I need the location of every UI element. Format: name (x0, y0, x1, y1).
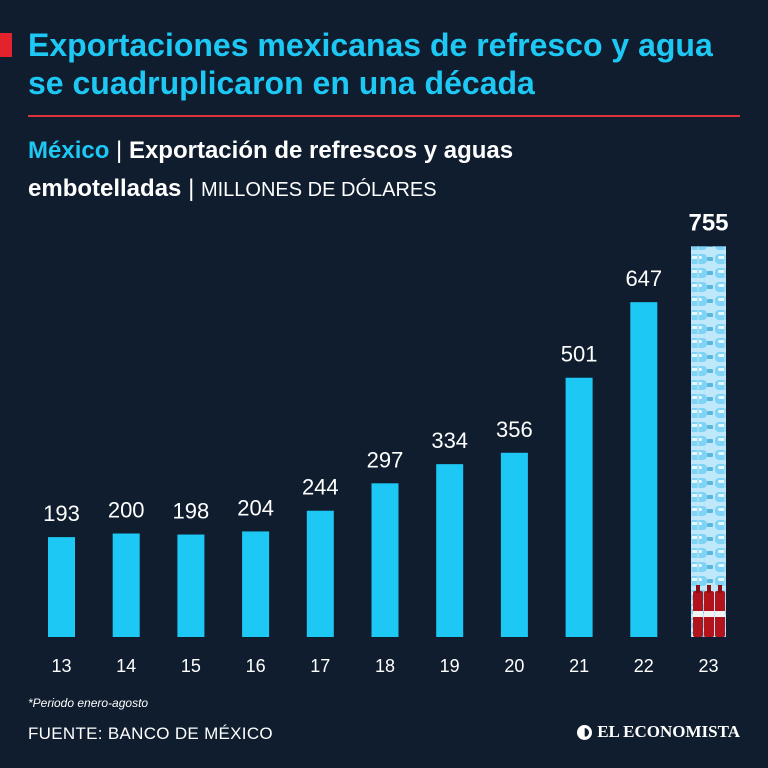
value-label-20: 356 (496, 417, 533, 442)
footnote: *Periodo enero-agosto (28, 696, 149, 710)
subtitle-measure-line2: embotelladas (28, 175, 182, 202)
bar-15 (177, 534, 205, 637)
bar-17 (306, 510, 334, 637)
bars-layer (48, 246, 726, 637)
value-label-21: 501 (561, 342, 598, 367)
value-label-16: 204 (237, 495, 274, 520)
bar-19 (436, 464, 464, 637)
bar-20 (500, 452, 528, 637)
subtitle-units: MILLONES DE DÓLARES (200, 179, 437, 201)
category-label-15: 15 (181, 656, 201, 676)
soda-bottle-label (704, 611, 714, 617)
category-label-20: 20 (504, 656, 524, 676)
category-label-13: 13 (51, 656, 71, 676)
value-label-14: 200 (108, 498, 145, 523)
soda-bottle-neck (718, 585, 722, 593)
subtitle-measure-line1: Exportación de refrescos y aguas (128, 137, 514, 164)
title-divider (28, 115, 740, 117)
value-label-23: 755 (688, 209, 728, 236)
category-label-23: 23 (698, 656, 718, 676)
subtitle-country: México (28, 137, 110, 164)
category-label-17: 17 (310, 656, 330, 676)
value-label-18: 297 (367, 447, 404, 472)
brand-name: EL ECONOMISTA (597, 722, 740, 741)
bar-13 (48, 537, 75, 637)
value-label-19: 334 (431, 428, 468, 453)
value-label-22: 647 (625, 266, 662, 291)
bar-23 (691, 246, 726, 637)
brand-icon (577, 724, 593, 740)
category-label-19: 19 (440, 656, 460, 676)
category-label-18: 18 (375, 656, 395, 676)
bar-21 (565, 377, 593, 637)
source-note: FUENTE: BANCO DE MÉXICO (28, 724, 273, 743)
bar-14 (112, 533, 140, 637)
brand-logo: EL ECONOMISTA (577, 722, 740, 742)
soda-bottle-neck (696, 585, 700, 593)
soda-bottle-label (693, 611, 703, 617)
labels-layer: 193 13 200 14 198 15 204 16 244 17 297 18 334 19 356 20… (43, 209, 728, 676)
value-label-13: 193 (43, 501, 80, 526)
accent-bar (0, 33, 12, 57)
bar-22 (630, 302, 658, 637)
subtitle-separator: | (116, 137, 123, 164)
category-label-22: 22 (634, 656, 654, 676)
subtitle-separator-2: | (188, 175, 195, 202)
soda-bottle-label (715, 611, 725, 617)
category-label-16: 16 (246, 656, 266, 676)
value-label-17: 244 (302, 475, 339, 500)
category-label-14: 14 (116, 656, 136, 676)
category-label-21: 21 (569, 656, 589, 676)
soda-bottle-neck (707, 585, 711, 593)
bar-16 (242, 531, 270, 637)
page-title: Exportaciones mexicanas de refresco y ag… (28, 27, 713, 101)
chart-subtitle: México | Exportación de refrescos y agua… (28, 132, 728, 209)
value-label-15: 198 (173, 499, 210, 524)
bar-18 (371, 483, 399, 637)
